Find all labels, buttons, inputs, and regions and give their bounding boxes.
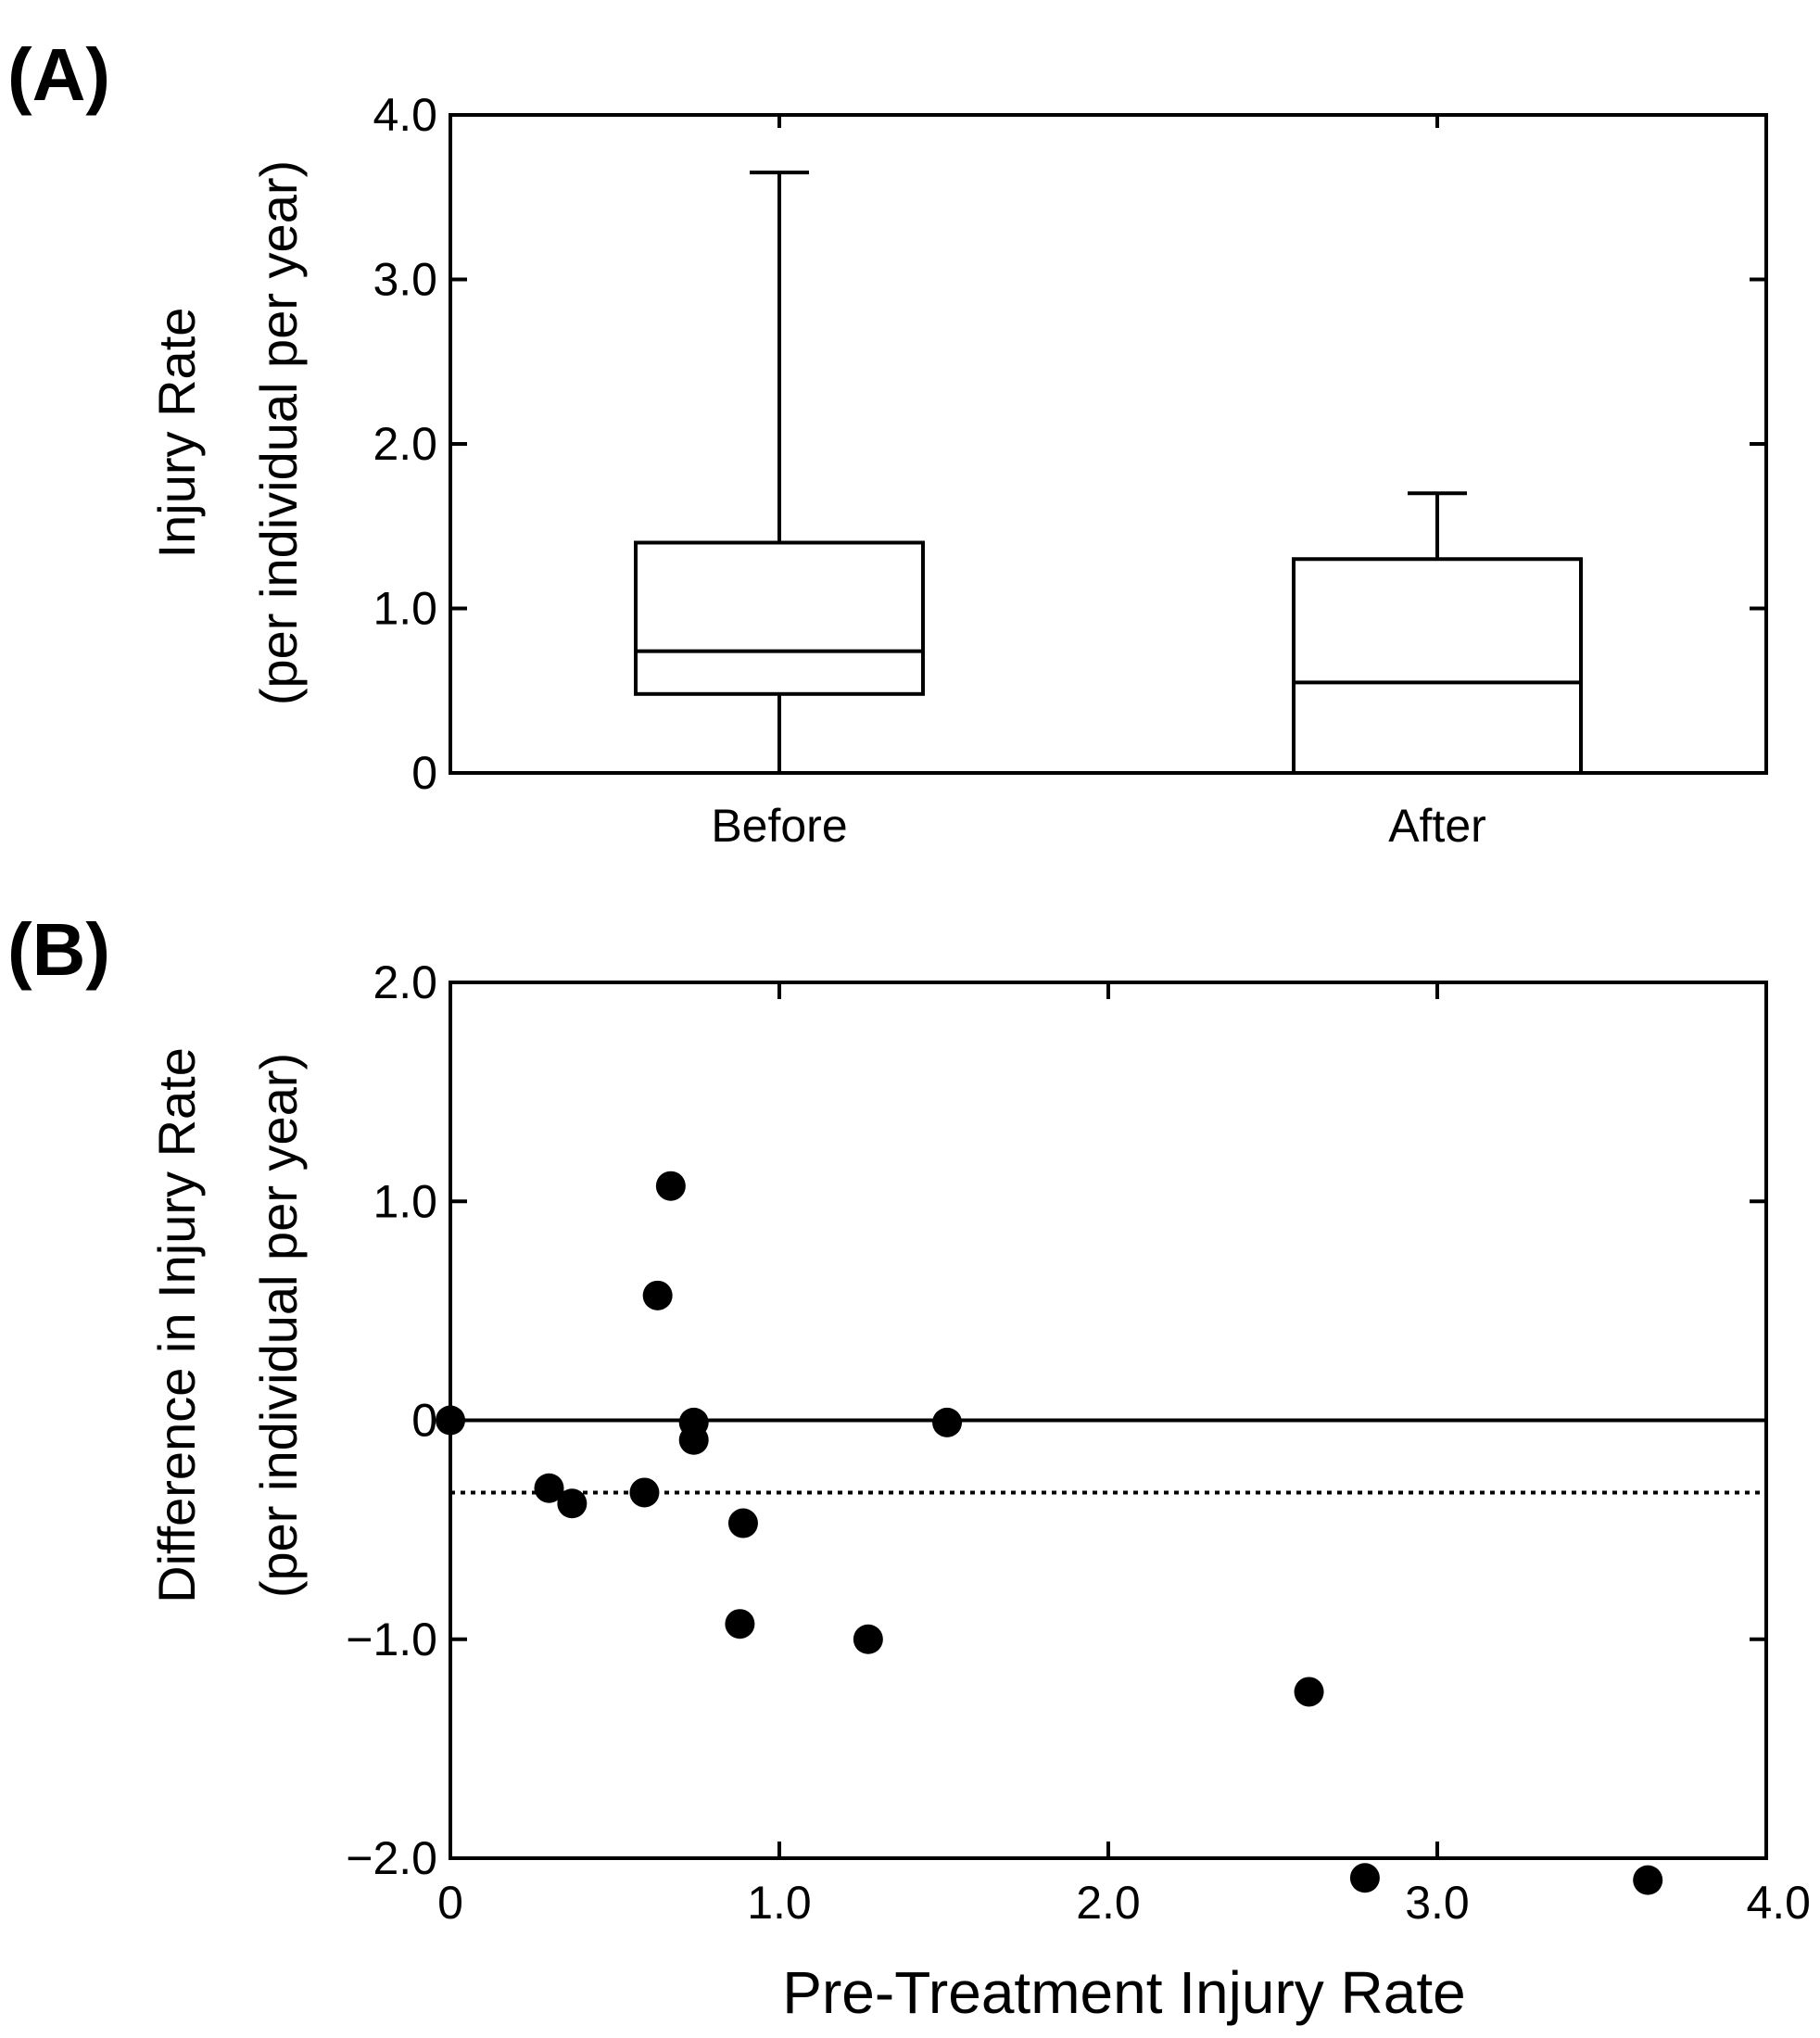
panel-a-x-tick-labels: Before After	[711, 800, 1485, 852]
data-point	[629, 1477, 660, 1508]
panel-b-y-ticks: −2.0 −1.0 0 1.0 2.0	[346, 956, 1766, 1884]
panel-b-ytick-label: 2.0	[373, 956, 437, 1008]
panel-b-points	[436, 1171, 1663, 1895]
panel-a: (A) Injury Rate (per individual per year…	[7, 33, 1768, 852]
data-point	[1349, 1863, 1380, 1893]
panel-a-ytick-label: 3.0	[373, 254, 437, 306]
panel-b-ylabel-line2: (per individual per year)	[249, 1053, 308, 1598]
panel-a-category-label: After	[1388, 800, 1486, 852]
panel-a-ylabel-line2: (per individual per year)	[249, 160, 308, 705]
data-point	[725, 1609, 755, 1639]
panel-b-plot-frame	[449, 981, 1768, 1860]
panel-b: (B) Difference in Injury Rate (per indiv…	[7, 908, 1811, 2026]
panel-a-label: (A)	[7, 33, 110, 116]
data-point	[642, 1280, 673, 1310]
box-after	[1292, 557, 1583, 775]
panel-b-x-ticks: 0 1.0 2.0 3.0 4.0	[437, 982, 1811, 1929]
panel-a-plot-frame	[449, 113, 1768, 775]
panel-a-ytick-label: 1.0	[373, 583, 437, 635]
panel-b-ytick-label: −2.0	[346, 1832, 437, 1884]
panel-b-label: (B)	[7, 908, 110, 991]
panel-a-y-ticks: 0 1.0 2.0 3.0 4.0	[373, 89, 1766, 799]
box-before	[634, 540, 925, 696]
panel-a-ylabel-line1: Injury Rate	[147, 308, 206, 559]
panel-a-ytick-label: 0	[411, 747, 437, 799]
panel-b-xtick-label: 2.0	[1076, 1877, 1141, 1929]
data-point	[678, 1424, 709, 1455]
panel-b-xtick-label: 4.0	[1746, 1877, 1811, 1929]
data-point	[1294, 1677, 1324, 1707]
panel-a-ytick-label: 4.0	[373, 89, 437, 141]
panel-a-ytick-label: 2.0	[373, 418, 437, 470]
data-point	[853, 1624, 883, 1654]
panel-a-category-label: Before	[711, 800, 847, 852]
data-point	[1633, 1865, 1663, 1895]
panel-b-ytick-label: 1.0	[373, 1175, 437, 1227]
panel-b-ylabel-line1: Difference in Injury Rate	[147, 1047, 206, 1603]
panel-b-xtick-label: 3.0	[1405, 1877, 1470, 1929]
panel-b-xtick-label: 1.0	[747, 1877, 812, 1929]
panel-b-xtick-label: 0	[437, 1877, 463, 1929]
data-point	[932, 1407, 963, 1437]
panel-b-ytick-label: −1.0	[346, 1614, 437, 1665]
data-point	[557, 1488, 588, 1519]
data-point	[655, 1171, 686, 1201]
panel-b-xlabel: Pre-Treatment Injury Rate	[782, 1959, 1465, 2026]
panel-b-reference-lines	[450, 1418, 1766, 1495]
panel-b-ytick-label: 0	[411, 1395, 437, 1447]
data-point	[727, 1508, 758, 1538]
data-point	[534, 1473, 564, 1503]
panel-a-boxes	[634, 171, 1583, 775]
